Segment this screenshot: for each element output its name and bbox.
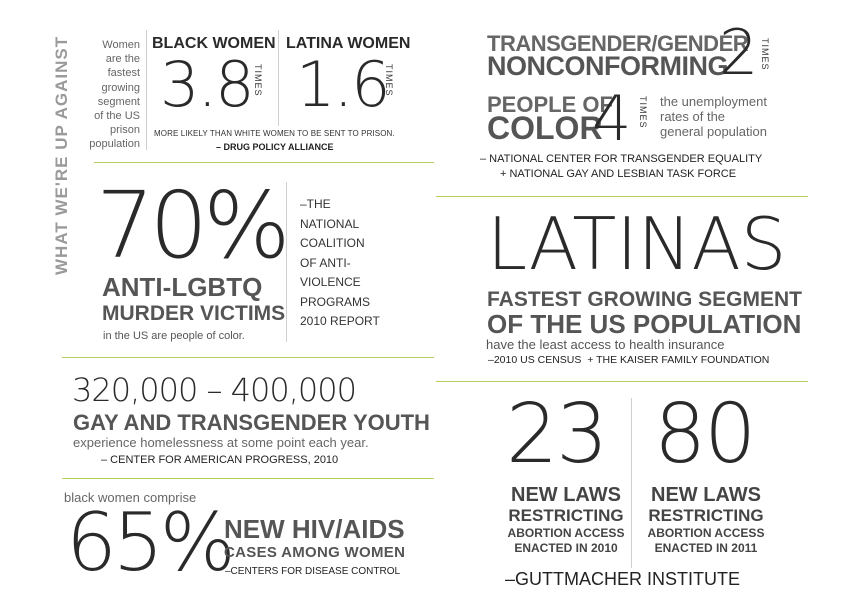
hiv-intro: black women comprise: [64, 490, 197, 505]
trans-desc-line: general population: [660, 124, 767, 139]
hiv-line2: CASES AMONG WOMEN: [224, 544, 406, 561]
divider: [436, 381, 808, 382]
murder-line1: ANTI-LGBTQ: [102, 272, 263, 302]
latinas-caption: have the least access to health insuranc…: [486, 337, 725, 352]
prison-caption: MORE LIKELY THAN WHITE WOMEN TO BE SENT …: [154, 129, 395, 138]
divider: [62, 357, 434, 358]
latina-women-label: LATINA WOMEN: [286, 35, 411, 52]
prison-intro-line: Women: [102, 39, 140, 51]
laws-value-2010: 23: [506, 387, 608, 482]
trans-line2: NONCONFORMING: [487, 51, 728, 81]
youth-title: GAY AND TRANSGENDER YOUTH: [73, 410, 430, 435]
laws-2010-text: NEW LAWS RESTRICTING ABORTION ACCESS ENA…: [504, 484, 628, 556]
latinas-line2: OF THE US POPULATION: [487, 309, 802, 339]
murder-source-line: NATIONAL: [300, 216, 360, 231]
trans-source1: – NATIONAL CENTER FOR TRANSGENDER EQUALI…: [480, 153, 763, 165]
divider: [94, 162, 434, 163]
laws-line: ENACTED IN 2010: [514, 541, 618, 555]
laws-value-2011: 80: [654, 387, 756, 482]
laws-2011-text: NEW LAWS RESTRICTING ABORTION ACCESS ENA…: [644, 484, 768, 556]
prison-intro-line: are the: [105, 53, 140, 66]
murder-source: –THE NATIONAL COALITION OF ANTI- VIOLENC…: [300, 195, 380, 332]
latina-women-value: 1.6: [296, 48, 391, 121]
laws-line: RESTRICTING: [648, 506, 764, 525]
trans-value: 2: [719, 16, 758, 89]
poc-line2: COLOR: [487, 110, 603, 146]
trans-line1: TRANSGENDER/GENDER: [487, 31, 749, 56]
murder-source-line: OF ANTI-: [300, 255, 351, 270]
black-women-label: BLACK WOMEN: [152, 35, 276, 52]
latinas-source: –2010 US CENSUS + THE KAISER FAMILY FOUN…: [488, 354, 770, 366]
divider: [436, 196, 808, 197]
laws-line: ENACTED IN 2011: [654, 541, 758, 555]
trans-desc-line: rates of the: [660, 109, 726, 124]
prison-source: – DRUG POLICY ALLIANCE: [216, 142, 334, 152]
divider: [278, 30, 279, 126]
hiv-line1: NEW HIV/AIDS: [224, 514, 405, 544]
murder-line2: MURDER VICTIMS: [102, 302, 286, 325]
poc-line1: PEOPLE OF: [487, 92, 613, 117]
laws-line: RESTRICTING: [508, 506, 624, 525]
times-label: TIMES: [384, 64, 394, 97]
murder-caption: in the US are people of color.: [103, 330, 245, 342]
times-label: TIMES: [253, 64, 263, 97]
times-label: TIMES: [638, 96, 648, 129]
divider: [146, 30, 147, 150]
prison-intro-line: segment: [97, 95, 140, 108]
times-label: TIMES: [760, 38, 770, 71]
prison-intro: Women are the fastest growing segment of…: [78, 38, 140, 152]
latinas-title: LATINAS: [487, 202, 787, 286]
side-title: WHAT WE'RE UP AGAINST: [52, 36, 71, 276]
divider: [631, 398, 632, 568]
laws-line: ABORTION ACCESS: [507, 526, 625, 540]
laws-line: NEW LAWS: [651, 484, 761, 506]
murder-value: 70%: [96, 172, 290, 279]
laws-source: –GUTTMACHER INSTITUTE: [505, 569, 741, 589]
prison-intro-line: of the US: [94, 110, 140, 123]
murder-source-line: COALITION: [300, 236, 365, 250]
trans-desc-line: the unemployment: [660, 94, 767, 109]
prison-intro-line: fastest: [107, 67, 140, 80]
youth-source: – CENTER FOR AMERICAN PROGRESS, 2010: [101, 454, 339, 466]
hiv-source: –CENTERS FOR DISEASE CONTROL: [225, 566, 401, 577]
murder-source-line: PROGRAMS: [300, 294, 371, 309]
murder-source-line: 2010 REPORT: [300, 314, 380, 328]
poc-value: 4: [592, 82, 631, 155]
trans-desc: the unemployment rates of the general po…: [660, 94, 767, 139]
murder-source-line: –THE: [300, 197, 331, 211]
divider: [286, 182, 287, 342]
prison-intro-line: population: [89, 138, 140, 151]
black-women-value: 3.8: [160, 48, 255, 121]
latinas-line1: FASTEST GROWING SEGMENT: [487, 288, 803, 311]
prison-intro-line: prison: [110, 124, 140, 137]
divider: [62, 478, 434, 479]
youth-value: 320,000 – 400,000: [72, 371, 357, 409]
hiv-value: 65%: [66, 496, 236, 589]
laws-line: NEW LAWS: [511, 484, 621, 506]
laws-line: ABORTION ACCESS: [647, 526, 765, 540]
youth-caption: experience homelessness at some point ea…: [73, 435, 369, 450]
murder-source-line: VIOLENCE: [300, 275, 361, 289]
trans-source2: + NATIONAL GAY AND LESBIAN TASK FORCE: [500, 168, 737, 180]
prison-intro-line: growing: [101, 81, 140, 94]
